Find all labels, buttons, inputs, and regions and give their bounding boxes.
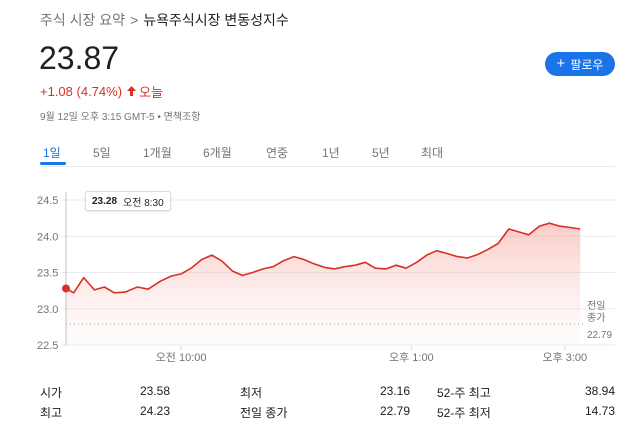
active-tab-indicator xyxy=(40,162,66,165)
hover-marker xyxy=(62,284,70,293)
series-line xyxy=(65,222,581,294)
stats-row: 시가 23.58 최저 23.16 52-주 최고 38.94 xyxy=(40,384,615,404)
tab-ytd[interactable]: 연중 xyxy=(266,146,289,160)
y-tick-label: 23.5 xyxy=(37,268,58,280)
stat-value-prev-close: 22.79 xyxy=(379,404,410,418)
tab-1d[interactable]: 1일 xyxy=(43,146,61,160)
follow-button-label: 팔로우 xyxy=(570,57,604,72)
price-change-value: +1.08 (4.74%) xyxy=(40,84,123,99)
stat-value-52w-low: 14.73 xyxy=(584,404,615,418)
y-tick-label: 24.0 xyxy=(37,231,58,243)
series-area xyxy=(66,223,581,345)
stats-row: 최고 24.23 전일 종가 22.79 52-주 최저 14.73 xyxy=(40,404,615,424)
stat-label-open: 시가 xyxy=(40,386,63,400)
stat-label-52w-high: 52-주 최고 xyxy=(437,386,491,400)
tab-5d[interactable]: 5일 xyxy=(93,146,111,160)
stat-label-52w-low: 52-주 최저 xyxy=(437,406,491,420)
plus-icon: + xyxy=(556,54,566,72)
tab-1m[interactable]: 1개월 xyxy=(143,146,172,160)
stat-value-low: 23.16 xyxy=(379,384,410,398)
follow-button[interactable]: + 팔로우 xyxy=(545,52,615,76)
stat-label-prev-close: 전일 종가 xyxy=(240,406,288,420)
reference-label-line1: 전일 xyxy=(587,300,605,312)
breadcrumb-current: 뉴욕주식시장 변동성지수 xyxy=(143,12,289,28)
tab-5y[interactable]: 5년 xyxy=(372,146,390,160)
tab-6m[interactable]: 6개월 xyxy=(203,146,232,160)
chart-tooltip: 23.28 오전 8:30 xyxy=(85,191,171,211)
reference-label-value: 22.79 xyxy=(587,330,612,341)
stat-label-low: 최저 xyxy=(240,386,263,400)
breadcrumb-separator: > xyxy=(130,12,139,28)
stat-value-open: 23.58 xyxy=(139,384,170,398)
x-tick-label: 오후 3:00 xyxy=(542,351,587,364)
y-tick-label: 24.5 xyxy=(37,195,58,207)
stat-value-high: 24.23 xyxy=(139,404,170,418)
tooltip-time: 오전 8:30 xyxy=(123,197,164,209)
y-tick-label: 23.0 xyxy=(37,304,58,316)
reference-label-line2: 종가 xyxy=(587,312,605,324)
current-price: 23.87 xyxy=(39,40,120,76)
tab-max[interactable]: 최대 xyxy=(421,146,444,160)
x-tick-label: 오전 10:00 xyxy=(156,351,207,364)
tab-1y[interactable]: 1년 xyxy=(322,146,340,160)
stat-label-high: 최고 xyxy=(40,406,63,420)
y-tick-label: 22.5 xyxy=(37,340,58,352)
price-change-period: 오늘 xyxy=(139,85,163,100)
arrow-up-icon xyxy=(127,85,137,99)
x-tick-label: 오후 1:00 xyxy=(389,351,434,364)
stat-value-52w-high: 38.94 xyxy=(584,384,615,398)
breadcrumb-parent-link[interactable]: 주식 시장 요약 xyxy=(40,12,126,28)
quote-timestamp: 9월 12일 오후 3:15 GMT-5 • 면책조항 xyxy=(40,112,201,123)
tabs-divider xyxy=(40,166,615,167)
tooltip-value: 23.28 xyxy=(92,195,118,207)
price-change: +1.08 (4.74%) 오늘 xyxy=(40,82,163,101)
breadcrumb: 주식 시장 요약 > 뉴욕주식시장 변동성지수 xyxy=(40,10,289,30)
